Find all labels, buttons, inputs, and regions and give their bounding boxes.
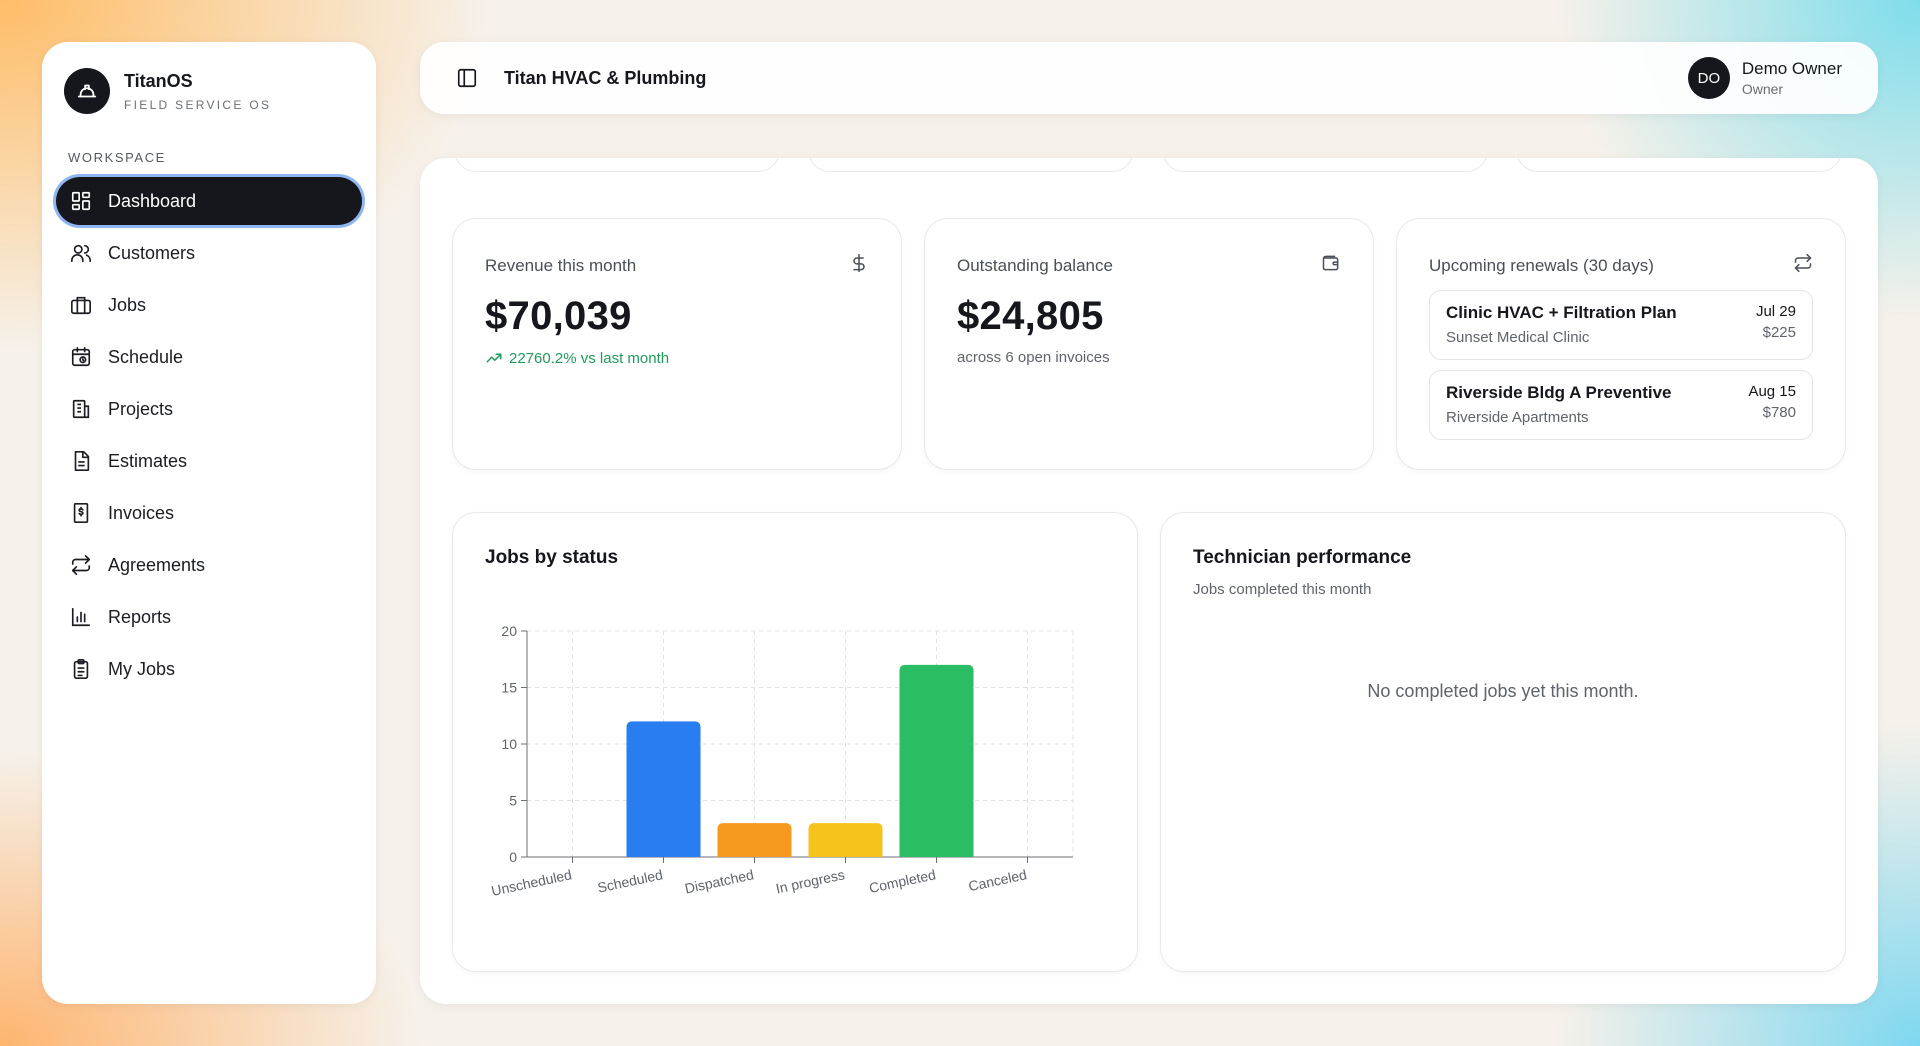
y-tick-label: 15: [501, 680, 517, 696]
renewal-item[interactable]: Clinic HVAC + Filtration Plan Sunset Med…: [1429, 290, 1813, 360]
x-tick-label: Dispatched: [683, 866, 755, 896]
revenue-label: Revenue this month: [485, 255, 637, 275]
sidebar-item-label: Reports: [108, 606, 172, 627]
y-tick-label: 5: [509, 793, 517, 809]
jobs-by-status-chart: 0 5 10 15 20 Unscheduled Scheduled Dispatched In…: [490, 623, 1074, 899]
brand-name: TitanOS: [124, 70, 193, 91]
wallet-icon: [1321, 253, 1341, 278]
stat-card-partial: [454, 158, 780, 172]
sidebar-item-label: My Jobs: [108, 658, 176, 679]
sidebar-item-jobs[interactable]: Jobs: [56, 281, 362, 329]
sidebar-item-customers[interactable]: Customers: [56, 229, 362, 277]
sidebar-item-estimates[interactable]: Estimates: [56, 437, 362, 485]
renewal-client: Riverside Apartments: [1446, 409, 1589, 426]
sidebar-item-agreements[interactable]: Agreements: [56, 541, 362, 589]
clipboard-icon: [73, 659, 89, 679]
sidebar-item-label: Jobs: [108, 294, 147, 315]
x-tick-label: Canceled: [967, 866, 1028, 894]
revenue-trend: 22760.2% vs last month: [485, 349, 869, 367]
briefcase-icon: [71, 296, 91, 315]
outstanding-label: Outstanding balance: [957, 255, 1113, 275]
empty-state-message: No completed jobs yet this month.: [1367, 681, 1639, 701]
bar-scheduled: [626, 721, 701, 857]
renewal-amount: $780: [1762, 404, 1796, 421]
sidebar-item-reports[interactable]: Reports: [56, 593, 362, 641]
repeat-icon: [1793, 253, 1813, 278]
company-name: Titan HVAC & Plumbing: [504, 67, 707, 88]
technician-title: Technician performance: [1193, 547, 1412, 568]
avatar: DO: [1687, 57, 1730, 99]
bar-dispatched: [717, 823, 792, 857]
y-tick-label: 10: [501, 736, 517, 752]
jobs-chart-title: Jobs by status: [485, 547, 619, 568]
technician-performance-card: Technician performance Jobs completed th…: [1160, 512, 1846, 972]
user-role: Owner: [1741, 81, 1784, 97]
x-tick-label: Unscheduled: [490, 866, 573, 899]
y-tick-label: 0: [509, 849, 517, 865]
renewal-title: Riverside Bldg A Preventive: [1446, 383, 1672, 402]
stat-card-partial: [808, 158, 1134, 172]
sidebar-item-dashboard[interactable]: Dashboard: [56, 177, 362, 225]
revenue-trend-text: 22760.2% vs last month: [509, 349, 670, 367]
repeat-icon: [71, 555, 91, 575]
renewals-label: Upcoming renewals (30 days): [1429, 255, 1654, 275]
calendar-clock-icon: [71, 347, 91, 367]
sidebar-item-my-jobs[interactable]: My Jobs: [56, 645, 362, 693]
bar-chart-icon: [71, 607, 91, 627]
stat-card-partial: [1162, 158, 1488, 172]
sidebar-item-label: Invoices: [108, 502, 175, 523]
sidebar-item-label: Agreements: [108, 554, 206, 575]
sidebar-item-projects[interactable]: Projects: [56, 385, 362, 433]
renewal-client: Sunset Medical Clinic: [1446, 329, 1590, 346]
receipt-dollar-icon: [73, 503, 89, 523]
outstanding-balance-card: Outstanding balance $24,805 across 6 ope…: [924, 218, 1374, 470]
outstanding-value: $24,805: [957, 294, 1104, 338]
renewal-title: Clinic HVAC + Filtration Plan: [1446, 303, 1677, 322]
revenue-value: $70,039: [485, 294, 632, 338]
stat-card-partial: [1516, 158, 1842, 172]
dollar-icon: [849, 253, 869, 278]
top-bar: Titan HVAC & Plumbing DO Demo Owner Owne…: [420, 42, 1878, 114]
x-tick-label: Completed: [868, 866, 938, 896]
bar-completed: [899, 664, 974, 857]
revenue-card: Revenue this month $70,039 22760.2% vs l…: [452, 218, 902, 470]
brand-subtitle: FIELD SERVICE OS: [124, 97, 272, 112]
sidebar-item-schedule[interactable]: Schedule: [56, 333, 362, 381]
outstanding-subtext: across 6 open invoices: [957, 349, 1110, 366]
x-tick-label: In progress: [774, 866, 846, 896]
sidebar-toggle-icon[interactable]: [456, 67, 478, 89]
sidebar-item-label: Schedule: [108, 346, 184, 367]
user-name: Demo Owner: [1741, 59, 1842, 78]
sidebar-nav: Dashboard Customers Jobs Schedule Projec…: [56, 177, 362, 693]
renewal-date: Jul 29: [1755, 303, 1796, 320]
sidebar-item-label: Dashboard: [108, 190, 197, 211]
trending-up-icon: [486, 353, 502, 363]
dashboard-grid-icon: [71, 191, 91, 211]
sidebar: TitanOS FIELD SERVICE OS WORKSPACE Dashb…: [42, 42, 376, 1004]
workspace-section-label: WORKSPACE: [68, 150, 166, 165]
technician-subtitle: Jobs completed this month: [1193, 581, 1372, 598]
renewal-amount: $225: [1762, 324, 1796, 341]
renewal-item[interactable]: Riverside Bldg A Preventive Riverside Ap…: [1429, 370, 1813, 440]
x-tick-label: Scheduled: [596, 866, 664, 895]
hard-hat-logo-icon: [64, 68, 110, 114]
main-content: Revenue this month $70,039 22760.2% vs l…: [420, 158, 1878, 1004]
y-tick-label: 20: [501, 623, 517, 639]
building-icon: [72, 399, 90, 419]
sidebar-item-label: Projects: [108, 398, 174, 419]
brand[interactable]: TitanOS FIELD SERVICE OS: [56, 68, 362, 114]
upcoming-renewals-card: Upcoming renewals (30 days) Clinic HVAC …: [1396, 218, 1846, 470]
user-menu[interactable]: DO Demo Owner Owner: [1687, 57, 1842, 99]
sidebar-item-label: Estimates: [108, 450, 188, 471]
sidebar-item-label: Customers: [108, 242, 196, 263]
renewal-date: Aug 15: [1748, 383, 1796, 400]
bar-in-progress: [808, 823, 883, 857]
sidebar-item-invoices[interactable]: Invoices: [56, 489, 362, 537]
document-icon: [74, 451, 90, 471]
jobs-by-status-card: Jobs by status 0 5 10 15 20 Unscheduled Schedu…: [452, 512, 1138, 972]
users-icon: [71, 244, 91, 263]
